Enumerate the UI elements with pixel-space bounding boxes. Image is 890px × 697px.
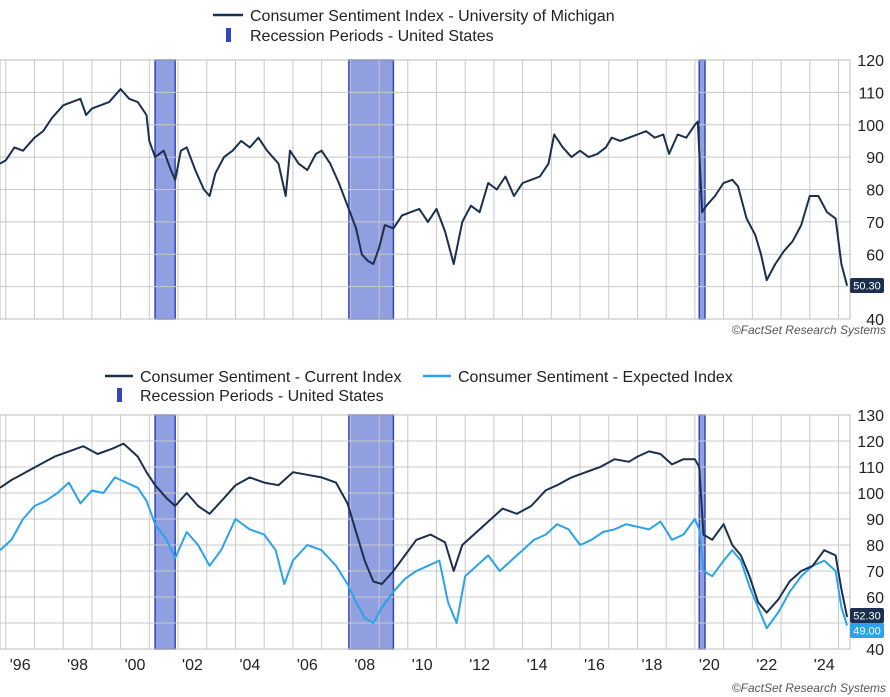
bottom-y-tick-label: 100 bbox=[857, 486, 884, 503]
top-y-tick-label: 70 bbox=[866, 215, 884, 232]
x-tick-label: '00 bbox=[125, 657, 146, 674]
series-line-sentiment bbox=[0, 88, 849, 286]
legend-label-current: Consumer Sentiment - Current Index bbox=[140, 369, 401, 386]
x-tick-label: '16 bbox=[584, 657, 605, 674]
bottom-y-tick-label: 70 bbox=[866, 564, 884, 581]
legend-bar-recession-top bbox=[226, 28, 231, 42]
series-line-expected bbox=[0, 476, 849, 630]
bottom-y-axis: 405060708090100110120130 bbox=[857, 408, 884, 659]
bottom-y-tick-label: 120 bbox=[857, 434, 884, 451]
end-badge-expected-bg bbox=[850, 623, 884, 638]
end-badge-current: 52.30 bbox=[853, 611, 881, 623]
top-y-tick-label: 80 bbox=[866, 183, 884, 200]
bottom-grid bbox=[0, 414, 850, 650]
bottom-y-tick-label: 60 bbox=[866, 590, 884, 607]
top-y-tick-label: 120 bbox=[857, 53, 884, 70]
top-y-tick-label: 110 bbox=[858, 85, 884, 102]
x-tick-label: '18 bbox=[642, 657, 663, 674]
x-tick-label: '10 bbox=[412, 657, 433, 674]
top-y-tick-label: 60 bbox=[866, 247, 884, 264]
x-tick-label: '02 bbox=[182, 657, 203, 674]
x-tick-label: '20 bbox=[699, 657, 720, 674]
bottom-y-tick-label: 40 bbox=[866, 642, 884, 659]
end-badge-expected: 49.00 bbox=[853, 626, 881, 638]
top-y-tick-label: 40 bbox=[866, 312, 884, 329]
bottom-legend: Consumer Sentiment - Current Index Consu… bbox=[105, 369, 733, 405]
top-plot-frame bbox=[0, 59, 851, 320]
bottom-y-tick-label: 130 bbox=[857, 408, 884, 425]
x-tick-label: '14 bbox=[527, 657, 548, 674]
end-badge-sentiment: 50.30 bbox=[853, 281, 881, 293]
x-tick-label: '98 bbox=[67, 657, 88, 674]
credit-top: ©FactSet Research Systems bbox=[732, 323, 886, 337]
x-tick-label: '12 bbox=[469, 657, 490, 674]
x-tick-label: '04 bbox=[239, 657, 260, 674]
bottom-y-tick-label: 90 bbox=[866, 512, 884, 529]
bottom-y-tick-label: 80 bbox=[866, 538, 884, 555]
bottom-recession-band bbox=[154, 414, 176, 650]
bottom-recession-bands bbox=[154, 414, 706, 650]
top-grid bbox=[0, 59, 850, 320]
x-tick-label: '08 bbox=[354, 657, 375, 674]
end-badge-current-bg bbox=[850, 608, 884, 623]
bottom-end-badges: 52.30 49.00 bbox=[850, 608, 884, 638]
credit-bottom: ©FactSet Research Systems bbox=[732, 681, 886, 695]
top-legend: Consumer Sentiment Index - University of… bbox=[213, 8, 615, 45]
top-chart: 405060708090100110120 50.30 ©FactSet Res… bbox=[0, 53, 886, 337]
legend-label-recession-top: Recession Periods - United States bbox=[250, 28, 494, 45]
top-y-axis: 405060708090100110120 bbox=[857, 53, 884, 329]
x-tick-label: '22 bbox=[756, 657, 777, 674]
end-badge-sentiment-bg bbox=[850, 278, 884, 293]
top-end-badge: 50.30 bbox=[850, 278, 884, 293]
x-tick-label: '96 bbox=[10, 657, 31, 674]
top-y-tick-label: 100 bbox=[857, 118, 884, 135]
x-axis: '96 '98 '00 '02 '04 '06 '08 '10 '12 '14 '16 '18 '20 '… bbox=[10, 657, 835, 674]
x-tick-label: '24 bbox=[814, 657, 835, 674]
series-line-current bbox=[0, 442, 849, 618]
bottom-y-tick-label: 110 bbox=[858, 460, 884, 477]
legend-label-expected: Consumer Sentiment - Expected Index bbox=[458, 369, 733, 386]
legend-bar-recession-bottom bbox=[117, 388, 122, 402]
legend-label-recession-bottom: Recession Periods - United States bbox=[140, 388, 384, 405]
bottom-chart: 405060708090100110120130 52.30 49.00 '96… bbox=[0, 408, 886, 695]
x-tick-label: '06 bbox=[297, 657, 318, 674]
legend-label-sentiment: Consumer Sentiment Index - University of… bbox=[250, 8, 615, 25]
top-y-tick-label: 90 bbox=[866, 150, 884, 167]
bottom-plot-frame bbox=[0, 414, 851, 650]
